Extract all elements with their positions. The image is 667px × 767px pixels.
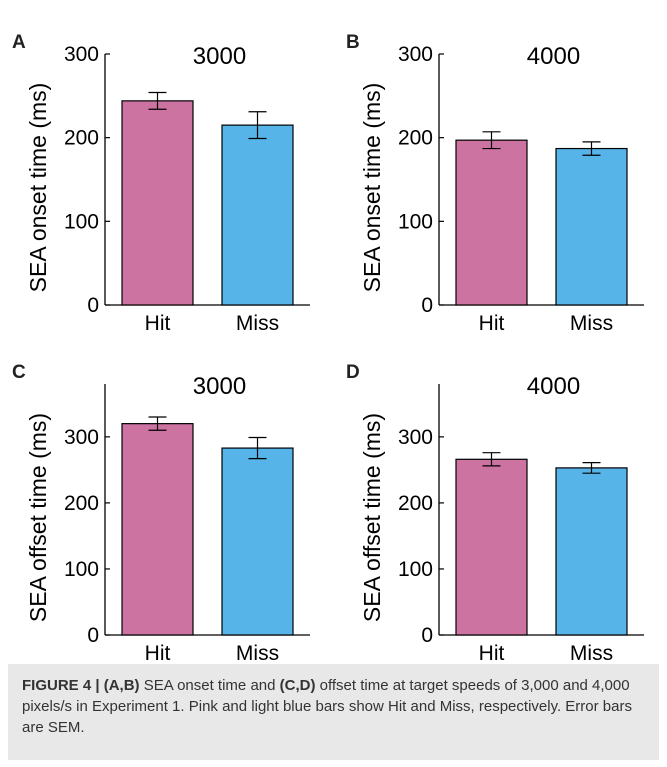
x-tick-label: Hit	[479, 642, 505, 660]
y-tick-label: 300	[64, 426, 99, 449]
y-tick-label: 300	[64, 43, 99, 66]
caption-ref-cd: (C,D)	[279, 677, 316, 694]
panel-d: D 4000 SEA offset time (ms) 0 100 200 300 Hit Mi…	[346, 362, 644, 660]
caption-text-2: offset time at target speeds of 3,000 an…	[22, 677, 632, 736]
x-tick-label: Miss	[236, 312, 279, 330]
panel-a: A 3000 SEA onset time (ms) 0 100 200 300 Hit Mis…	[12, 32, 310, 330]
y-tick-label: 200	[64, 127, 99, 150]
y-tick-label: 200	[398, 127, 433, 150]
y-tick-label: 300	[398, 43, 433, 66]
x-tick-label: Hit	[145, 312, 171, 330]
bar-miss	[555, 467, 628, 636]
panel-b: B 4000 SEA onset time (ms) 0 100 200 300 Hit Mis…	[346, 32, 644, 330]
panel-letter: C	[12, 362, 26, 383]
figure-label: FIGURE 4 |	[22, 677, 100, 694]
panel-c: C 3000 SEA offset time (ms) 0 100 200 300 Hit Mi…	[12, 362, 310, 660]
panel-letter: B	[346, 32, 360, 53]
bar-hit	[455, 458, 528, 636]
y-tick-label: 0	[421, 624, 433, 647]
panel-title: 3000	[193, 43, 246, 70]
y-tick-label: 300	[398, 426, 433, 449]
figure-panels: A 3000 SEA onset time (ms) 0 100 200 300 Hit Mis…	[12, 32, 644, 660]
y-tick-label: 100	[64, 210, 99, 233]
y-tick-label: 0	[87, 624, 99, 647]
y-axis-label: SEA onset time (ms)	[25, 83, 51, 293]
y-tick-label: 200	[398, 492, 433, 515]
x-tick-label: Hit	[479, 312, 505, 330]
y-axis-label: SEA offset time (ms)	[359, 413, 385, 622]
panel-letter: A	[12, 32, 26, 53]
x-tick-label: Hit	[145, 642, 171, 660]
caption-text-1: SEA onset time and	[143, 677, 276, 694]
y-tick-label: 0	[421, 294, 433, 317]
y-tick-label: 100	[64, 558, 99, 581]
caption-ref-ab: (A,B)	[103, 677, 140, 694]
y-tick-label: 200	[64, 492, 99, 515]
x-tick-label: Miss	[236, 642, 279, 660]
bar-miss	[221, 124, 294, 306]
bar-hit	[455, 139, 528, 306]
figure-caption: FIGURE 4 | (A,B) SEA onset time and (C,D…	[22, 675, 652, 738]
y-tick-label: 100	[398, 210, 433, 233]
x-tick-label: Miss	[570, 312, 613, 330]
bar-hit	[121, 423, 194, 636]
bar-miss	[221, 447, 294, 636]
bar-miss	[555, 147, 628, 306]
caption-box: FIGURE 4 | (A,B) SEA onset time and (C,D…	[8, 664, 659, 760]
panel-title: 4000	[527, 373, 580, 400]
panel-title: 3000	[193, 373, 246, 400]
y-tick-label: 100	[398, 558, 433, 581]
panel-title: 4000	[527, 43, 580, 70]
y-tick-label: 0	[87, 294, 99, 317]
x-tick-label: Miss	[570, 642, 613, 660]
y-axis-label: SEA offset time (ms)	[25, 413, 51, 622]
panel-letter: D	[346, 362, 360, 383]
bar-hit	[121, 100, 194, 306]
y-axis-label: SEA onset time (ms)	[359, 83, 385, 293]
